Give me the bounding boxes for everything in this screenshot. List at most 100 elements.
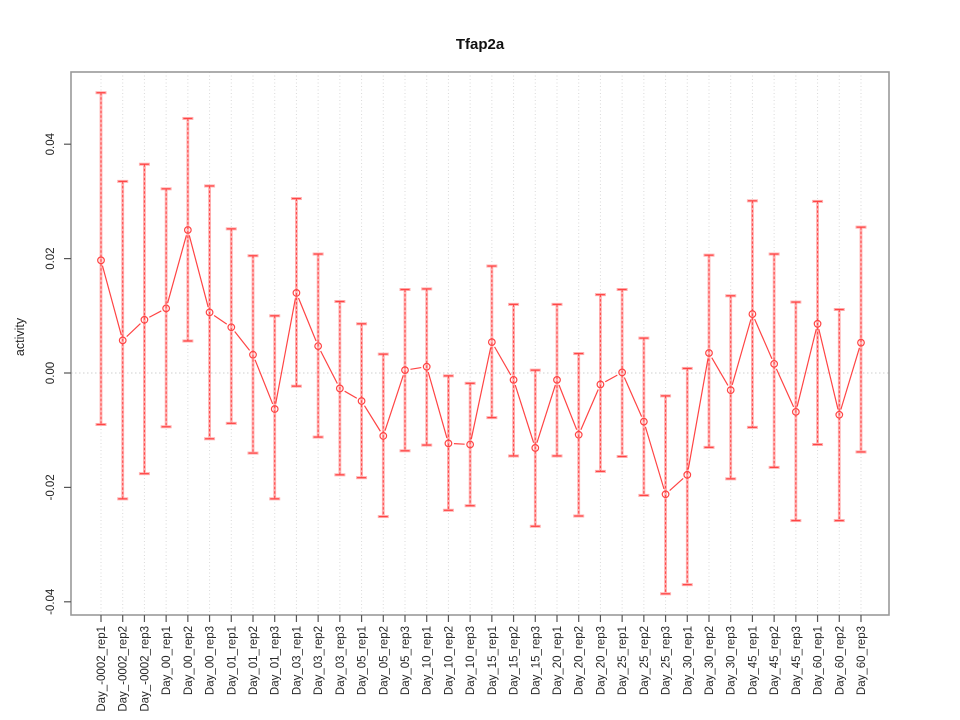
error-bands bbox=[95, 91, 867, 596]
x-tick-label: Day_01_rep2 bbox=[248, 626, 260, 695]
series-segment bbox=[234, 331, 251, 351]
x-tick-label: Day_-0002_rep2 bbox=[118, 626, 130, 712]
x-tick-label: Day_60_rep2 bbox=[834, 626, 846, 695]
series-segment bbox=[687, 358, 709, 470]
data-point-marker bbox=[705, 349, 713, 357]
series-segment bbox=[320, 350, 338, 384]
data-point-marker bbox=[596, 380, 605, 389]
series-segment bbox=[427, 371, 448, 439]
data-point-marker bbox=[444, 439, 453, 448]
series-segment bbox=[384, 375, 404, 431]
x-tick-label: Day_03_rep1 bbox=[291, 626, 303, 695]
data-point-marker bbox=[618, 368, 627, 377]
series-segment bbox=[470, 347, 492, 440]
series-segment bbox=[731, 319, 752, 386]
x-tick-label: Day_-0002_rep3 bbox=[139, 626, 151, 712]
x-tick-label: Day_10_rep2 bbox=[443, 626, 455, 695]
series-segment bbox=[514, 384, 535, 443]
x-tick-label: Day_00_rep1 bbox=[161, 626, 173, 695]
data-point-marker bbox=[509, 375, 518, 384]
series-segment bbox=[126, 323, 141, 338]
series-segment bbox=[818, 329, 839, 410]
series-segment bbox=[410, 366, 422, 370]
series-segment bbox=[840, 347, 860, 410]
data-point-marker bbox=[227, 323, 236, 332]
x-tick-label: Day_01_rep1 bbox=[226, 626, 238, 695]
data-point-marker bbox=[422, 362, 431, 371]
x-tick-label: Day_05_rep2 bbox=[378, 626, 390, 695]
data-point-marker bbox=[574, 430, 583, 439]
y-axis-title: activity bbox=[13, 317, 27, 356]
series-segment bbox=[711, 357, 729, 386]
data-point-marker bbox=[162, 304, 171, 313]
series-segment bbox=[644, 426, 665, 490]
series-segment bbox=[453, 443, 465, 445]
x-tick-label: Day_01_rep3 bbox=[270, 626, 282, 695]
data-point-marker bbox=[748, 310, 757, 318]
series-segment bbox=[536, 384, 556, 443]
x-tick-label: Day_05_rep3 bbox=[400, 626, 412, 695]
data-point-marker bbox=[487, 338, 496, 347]
x-tick-label: Day_20_rep1 bbox=[552, 626, 564, 695]
x-tick-label: Day_05_rep1 bbox=[357, 626, 369, 695]
data-point-marker bbox=[813, 319, 822, 328]
data-point-marker bbox=[357, 397, 366, 405]
series-segment bbox=[363, 405, 381, 432]
axes: -0.04 -0.02 0.00 0.02 0.04 Day_-0002_rep1 Day_… bbox=[45, 71, 890, 712]
chart-title: Tfap2a bbox=[456, 36, 505, 53]
error-bars bbox=[96, 92, 866, 595]
series-segment bbox=[796, 329, 817, 407]
x-tick-label: Day_20_rep3 bbox=[595, 626, 607, 695]
series-segment bbox=[669, 478, 684, 492]
data-point-marker bbox=[661, 490, 670, 499]
y-tick-label: -0.02 bbox=[45, 474, 57, 500]
series-segment bbox=[344, 390, 358, 399]
x-tick-label: Day_-0002_rep1 bbox=[96, 626, 108, 712]
series-segment bbox=[558, 384, 578, 430]
series-segment bbox=[101, 265, 122, 336]
series-segment bbox=[754, 318, 773, 360]
data-point-marker bbox=[835, 410, 844, 419]
x-tick-label: Day_00_rep2 bbox=[183, 626, 195, 695]
data-point-marker bbox=[205, 308, 214, 317]
data-points bbox=[97, 226, 865, 499]
y-tick-label: -0.04 bbox=[45, 588, 57, 615]
data-point-marker bbox=[335, 384, 344, 393]
series-segment bbox=[149, 310, 162, 318]
x-tick-label: Day_30_rep2 bbox=[704, 626, 716, 695]
series-segment bbox=[580, 389, 599, 430]
x-tick-label: Day_45_rep1 bbox=[747, 626, 759, 695]
x-tick-label: Day_10_rep3 bbox=[465, 626, 477, 695]
data-point-marker bbox=[379, 432, 388, 440]
data-point-marker bbox=[639, 417, 648, 426]
x-tick-label: Day_30_rep3 bbox=[726, 626, 738, 695]
x-tick-label: Day_03_rep3 bbox=[335, 626, 347, 695]
data-point-marker bbox=[314, 342, 323, 351]
x-tick-label: Day_00_rep3 bbox=[205, 626, 217, 695]
x-tick-label: Day_30_rep1 bbox=[682, 626, 694, 695]
x-tick-label: Day_60_rep3 bbox=[856, 626, 868, 695]
series-segment bbox=[297, 297, 317, 342]
series-segment bbox=[494, 346, 512, 376]
data-point-marker bbox=[292, 289, 301, 297]
series-segment bbox=[254, 359, 274, 405]
y-tick-label: 0.00 bbox=[45, 362, 57, 384]
series-segment bbox=[213, 314, 228, 325]
data-point-marker bbox=[118, 336, 127, 345]
series-line bbox=[101, 235, 860, 492]
data-point-marker bbox=[140, 315, 149, 324]
data-point-marker bbox=[270, 405, 279, 413]
series-segment bbox=[604, 374, 618, 383]
x-tick-label: Day_15_rep2 bbox=[509, 626, 521, 695]
gridlines bbox=[71, 72, 889, 615]
x-tick-label: Day_20_rep2 bbox=[574, 626, 586, 695]
plot-border bbox=[70, 71, 890, 616]
x-tick-label: Day_60_rep1 bbox=[813, 626, 825, 695]
data-point-marker bbox=[466, 440, 475, 449]
y-tick-label: 0.02 bbox=[45, 247, 57, 269]
data-point-marker bbox=[726, 386, 735, 395]
data-point-marker bbox=[531, 444, 540, 452]
x-tick-label: Day_15_rep3 bbox=[530, 626, 542, 695]
